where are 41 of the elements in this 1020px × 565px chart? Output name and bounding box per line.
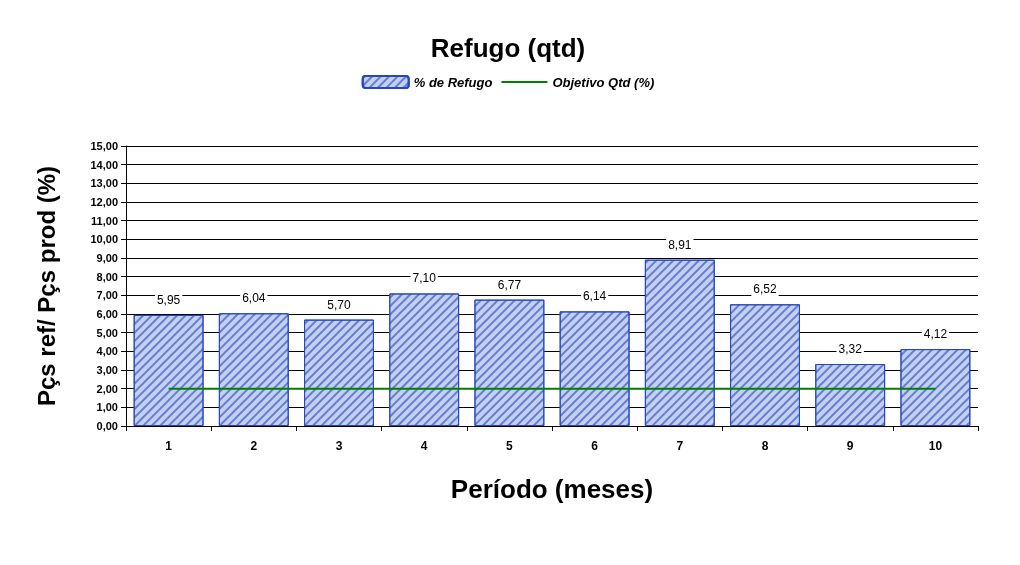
data-label: 6,77 <box>497 277 522 292</box>
y-tick-label: 5,00 <box>96 326 118 339</box>
y-tick-label: 15,00 <box>90 140 118 152</box>
y-tick-label: 1,00 <box>96 401 118 414</box>
data-label: 5,95 <box>156 292 181 307</box>
data-label: 6,52 <box>753 282 777 297</box>
x-tick-label: 10 <box>928 439 943 453</box>
y-tick-label: 10,00 <box>90 233 118 246</box>
x-tick-label: 2 <box>250 439 258 453</box>
y-tick-label: 13,00 <box>90 177 118 190</box>
y-tick-label: 0,00 <box>96 420 118 432</box>
data-label: 6,04 <box>242 291 266 306</box>
chart-title: Refugo (qtd) <box>430 33 586 63</box>
x-tick-label: 3 <box>335 439 343 453</box>
y-tick-label: 7,00 <box>96 289 118 302</box>
legend-label: % de Refugo <box>413 74 493 90</box>
x-tick-label: 6 <box>591 439 599 453</box>
x-axis-title: Período (meses) <box>450 474 654 504</box>
x-tick-label: 8 <box>761 439 769 453</box>
data-label: 5,70 <box>327 297 351 312</box>
y-tick-label: 9,00 <box>96 252 118 264</box>
data-label: 4,12 <box>923 327 948 342</box>
y-axis-title: Pçs ref/ Pçs prod (%) <box>32 165 60 407</box>
y-tick-label: 14,00 <box>90 158 118 171</box>
data-label: 8,91 <box>668 237 692 252</box>
y-tick-label: 3,00 <box>96 364 118 376</box>
y-tick-label: 4,00 <box>96 345 118 358</box>
y-tick-label: 8,00 <box>96 270 118 283</box>
data-label: 3,32 <box>838 342 863 357</box>
y-tick-label: 2,00 <box>96 382 118 395</box>
x-tick-label: 9 <box>846 439 854 453</box>
data-label: 7,10 <box>412 271 437 286</box>
y-tick-label: 11,00 <box>91 214 118 227</box>
data-label: 6,14 <box>582 289 607 304</box>
y-tick-label: 12,00 <box>90 196 118 208</box>
y-tick-label: 6,00 <box>96 308 118 320</box>
x-tick-label: 5 <box>506 439 514 453</box>
x-tick-label: 1 <box>165 439 173 453</box>
x-tick-label: 7 <box>676 439 684 453</box>
legend-label: Objetivo Qtd (%) <box>552 74 655 90</box>
x-tick-label: 4 <box>420 439 428 453</box>
